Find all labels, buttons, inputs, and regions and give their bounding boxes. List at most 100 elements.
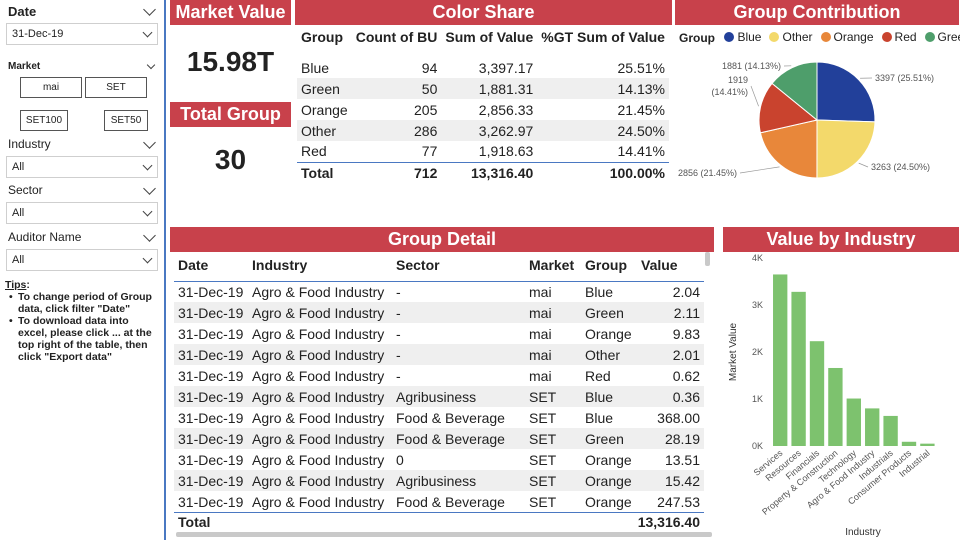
cell: SET xyxy=(525,386,581,407)
cell: Green xyxy=(581,428,637,449)
cell: Agro & Food Industry xyxy=(252,451,385,468)
legend-label: Other xyxy=(782,30,813,44)
legend-item-green[interactable]: Green xyxy=(924,30,960,44)
table-row: 31-Dec-19 Agro & Food Industry Food & Beve… xyxy=(174,407,704,428)
sector-dropdown[interactable]: All xyxy=(6,202,158,224)
bar[interactable] xyxy=(865,408,880,446)
legend-item-blue[interactable]: Blue xyxy=(724,30,761,44)
market-chip-set[interactable]: SET xyxy=(85,77,147,98)
bar[interactable] xyxy=(920,443,935,446)
pie-slice-green[interactable] xyxy=(771,61,818,122)
legend-dot-icon xyxy=(769,32,780,42)
cell: 0 xyxy=(396,451,404,468)
table-row: 31-Dec-19 Agro & Food Industry Food & Beve… xyxy=(174,491,704,512)
bar[interactable] xyxy=(791,291,806,446)
chevron-down-icon[interactable] xyxy=(143,135,156,149)
table-row: Red 77 1,918.63 14.41% xyxy=(297,141,669,162)
tips-title: Tips xyxy=(5,279,27,291)
bar[interactable] xyxy=(809,341,825,446)
auditor-value: All xyxy=(12,254,25,266)
col-header[interactable]: Value xyxy=(641,256,678,273)
date-dropdown[interactable]: 31-Dec-19 xyxy=(6,23,158,45)
col-header[interactable]: Count of BU xyxy=(355,29,438,45)
market-chip-set50[interactable]: SET50 xyxy=(104,110,148,131)
total-label: Total xyxy=(178,514,211,530)
pie-slice-other[interactable] xyxy=(816,119,876,179)
filter-sidebar: Date 31-Dec-19 Market mai SET SET100 SET… xyxy=(0,0,164,540)
chevron-down-icon[interactable] xyxy=(143,228,156,242)
industry-slicer-header[interactable]: Industry xyxy=(8,135,158,151)
cell: 31-Dec-19 xyxy=(174,386,248,407)
cell: Green xyxy=(297,78,352,99)
col-header[interactable]: Sector xyxy=(396,256,440,273)
cell: 25.51% xyxy=(617,59,665,76)
vertical-scrollbar[interactable] xyxy=(705,252,710,266)
horizontal-scrollbar[interactable] xyxy=(176,532,712,537)
col-header[interactable]: Group xyxy=(585,256,627,273)
pie-slice-orange[interactable] xyxy=(759,119,818,179)
date-slicer-header[interactable]: Date xyxy=(8,3,158,19)
market-value-header: Market Value xyxy=(170,0,291,25)
legend-label: Red xyxy=(894,30,917,44)
bar[interactable] xyxy=(828,367,843,446)
cell: 14.41% xyxy=(617,143,665,160)
cell: Agro & Food Industry xyxy=(252,409,385,426)
cell: Orange xyxy=(581,470,637,491)
cell: 2.11 xyxy=(637,302,704,323)
total-group-header: Total Group xyxy=(170,102,291,127)
cell: mai xyxy=(525,344,581,365)
cell: 3,397.17 xyxy=(478,59,534,76)
cell: - xyxy=(396,325,401,342)
market-chip-mai[interactable]: mai xyxy=(20,77,82,98)
legend-item-orange[interactable]: Orange xyxy=(820,30,874,44)
cell: 31-Dec-19 xyxy=(174,470,248,491)
table-row: 31-Dec-19 Agro & Food Industry 0 SET Orange 1… xyxy=(174,449,704,470)
pie-leader-line xyxy=(750,85,759,107)
col-header[interactable]: Market xyxy=(529,256,575,273)
sector-slicer-header[interactable]: Sector xyxy=(8,181,158,197)
auditor-slicer-header[interactable]: Auditor Name xyxy=(8,228,158,244)
chevron-down-icon xyxy=(142,160,153,170)
bar[interactable] xyxy=(846,398,861,446)
table-row: 31-Dec-19 Agro & Food Industry Food & Beve… xyxy=(174,428,704,449)
cell: 31-Dec-19 xyxy=(174,344,248,365)
pie-data-label: 2856 (21.45%) xyxy=(678,168,737,178)
chevron-down-icon[interactable] xyxy=(143,3,156,16)
cell: Food & Beverage xyxy=(396,493,505,510)
cell: Agro & Food Industry xyxy=(252,367,385,384)
legend-item-other[interactable]: Other xyxy=(769,30,813,44)
cell: Blue xyxy=(585,409,614,426)
cell: 31-Dec-19 xyxy=(178,283,244,300)
cell: Food & Beverage xyxy=(392,428,525,449)
cell: 1,881.31 xyxy=(441,78,538,99)
group-detail-header: Group Detail xyxy=(170,227,714,252)
col-header[interactable]: Group xyxy=(301,29,343,45)
pie-slice-red[interactable] xyxy=(758,82,819,134)
bar[interactable] xyxy=(901,441,917,446)
industry-slicer-title: Industry xyxy=(8,137,51,151)
auditor-dropdown[interactable]: All xyxy=(6,249,158,271)
cell: 3,262.97 xyxy=(441,120,538,141)
cell: Agro & Food Industry xyxy=(252,493,385,510)
col-header[interactable]: Sum of Value xyxy=(445,29,534,45)
col-header[interactable]: Industry xyxy=(252,256,308,273)
pie-slice-blue[interactable] xyxy=(816,61,876,123)
industry-dropdown[interactable]: All xyxy=(6,156,158,178)
detail-total-row: Total 13,316.40 xyxy=(174,512,704,531)
bar[interactable] xyxy=(773,274,788,446)
col-header[interactable]: Date xyxy=(178,256,209,273)
market-chip-set100[interactable]: SET100 xyxy=(20,110,68,131)
chevron-down-icon[interactable] xyxy=(143,181,156,195)
cell: Orange xyxy=(585,493,632,510)
cell: Other xyxy=(581,344,637,365)
pie-data-label: 1881 (14.13%) xyxy=(722,61,781,71)
table-row: Blue 94 3,397.17 25.51% xyxy=(297,57,669,78)
market-slicer-header[interactable]: Market xyxy=(8,60,158,72)
market-value-kpi: 15.98T xyxy=(186,46,275,77)
table-row: 31-Dec-19 Agro & Food Industry Agribusines… xyxy=(174,470,704,491)
cell: 100.00% xyxy=(537,161,669,183)
col-header[interactable]: %GT Sum of Value xyxy=(541,29,665,45)
chevron-up-icon[interactable] xyxy=(146,60,156,69)
legend-item-red[interactable]: Red xyxy=(881,30,917,44)
bar[interactable] xyxy=(883,415,898,446)
